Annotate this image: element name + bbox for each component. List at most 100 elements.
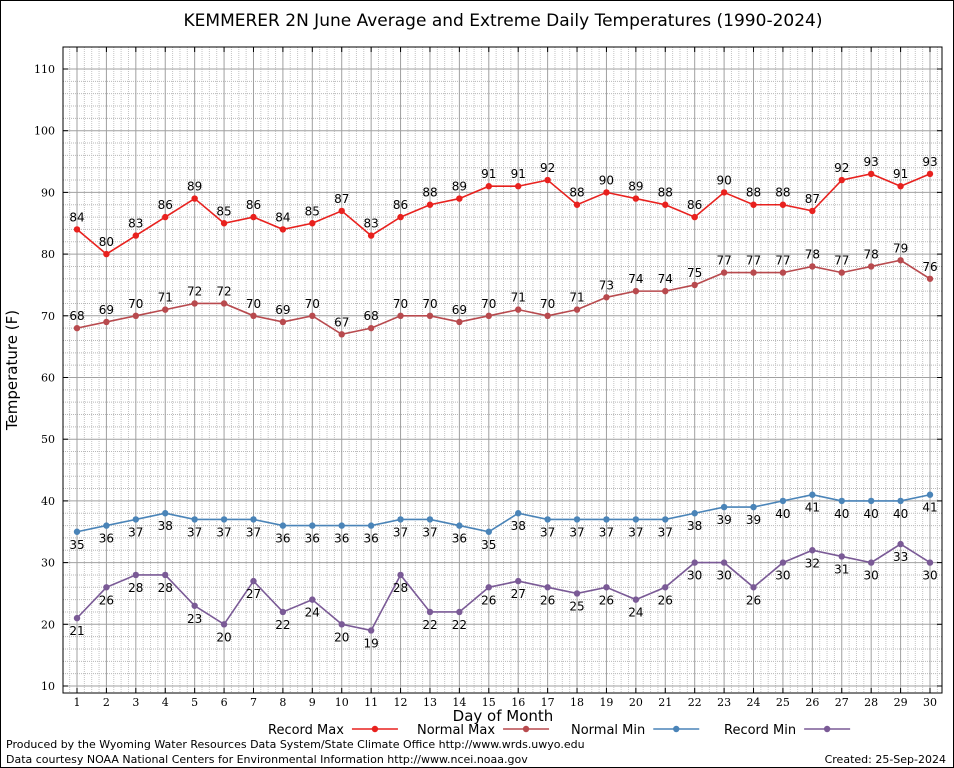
record-min-point — [132, 571, 140, 579]
normal-max-data-label: 67 — [334, 315, 349, 329]
record-min-data-label: 23 — [187, 612, 202, 626]
record-min-data-label: 26 — [599, 593, 614, 607]
legend-label-normal-max: Normal Max — [417, 723, 495, 738]
record-min-data-label: 30 — [716, 569, 731, 583]
normal-max-data-label: 69 — [452, 303, 467, 317]
y-axis-label: Temperature (F) — [3, 310, 21, 431]
record-min-point — [426, 608, 434, 616]
record-min-point — [662, 584, 669, 591]
normal-min-point — [603, 516, 610, 523]
normal-min-point — [691, 510, 698, 517]
record-min-line — [76, 543, 931, 632]
normal-max-data-label: 68 — [363, 309, 378, 323]
normal-min-data-label: 37 — [658, 525, 673, 539]
normal-min-point — [191, 516, 198, 523]
normal-max-point — [397, 312, 404, 319]
record-max-data-label: 87 — [805, 192, 820, 206]
record-max-point — [309, 220, 316, 227]
x-tick-label: 23 — [717, 696, 731, 709]
y-tick-label: 20 — [41, 618, 55, 631]
normal-max-point — [132, 312, 140, 319]
normal-max-data-label: 70 — [246, 297, 261, 311]
normal-min-data-label: 36 — [334, 532, 349, 546]
normal-min-point — [132, 516, 140, 523]
legend-label-record-max: Record Max — [268, 723, 344, 738]
record-min-data-label: 26 — [481, 593, 496, 607]
x-tick-label: 22 — [688, 696, 702, 709]
y-tick-label: 60 — [41, 372, 55, 385]
x-tick-label: 9 — [309, 696, 316, 709]
chart-title: KEMMERER 2N June Average and Extreme Dai… — [184, 11, 823, 31]
record-max-point — [397, 213, 404, 221]
record-max-point — [809, 207, 816, 215]
record-min-data-label: 32 — [805, 556, 820, 570]
normal-max-point — [250, 312, 257, 319]
record-min-data-label: 26 — [540, 593, 555, 607]
normal-min-data-label: 37 — [628, 525, 643, 539]
normal-max-point — [162, 306, 169, 313]
normal-max-point — [691, 281, 698, 289]
record-max-point — [132, 232, 140, 239]
record-min-data-label: 30 — [922, 569, 937, 583]
normal-min-data-label: 37 — [540, 525, 555, 539]
normal-max-point — [603, 294, 610, 301]
legend-marker-normal-max — [522, 725, 530, 733]
y-tick-label: 90 — [41, 186, 55, 199]
record-max-point — [73, 226, 81, 233]
normal-max-data-label: 71 — [158, 291, 173, 305]
normal-max-data-label: 70 — [481, 297, 496, 311]
normal-min-data-label: 40 — [834, 507, 849, 521]
x-tick-label: 17 — [541, 696, 555, 709]
normal-max-point — [338, 331, 345, 338]
normal-max-data-label: 75 — [687, 266, 702, 280]
x-tick-label: 14 — [452, 696, 466, 709]
normal-min-data-label: 36 — [275, 532, 290, 546]
normal-min-point — [573, 516, 581, 523]
record-max-point — [515, 183, 522, 190]
normal-max-point — [279, 318, 287, 326]
normal-min-data-label: 40 — [893, 507, 908, 521]
record-max-point — [750, 201, 757, 208]
normal-min-point — [720, 503, 728, 511]
record-max-data-label: 86 — [687, 198, 702, 212]
record-max-point — [897, 183, 904, 190]
normal-min-point — [162, 510, 169, 517]
normal-max-point — [809, 263, 816, 270]
x-tick-label: 12 — [394, 696, 408, 709]
normal-max-data-label: 77 — [716, 254, 731, 268]
record-min-data-label: 22 — [422, 618, 437, 632]
normal-max-data-label: 69 — [99, 303, 114, 317]
record-max-data-label: 85 — [216, 204, 231, 218]
x-tick-label: 7 — [250, 696, 257, 709]
record-max-data-label: 93 — [922, 155, 937, 169]
record-min-point — [544, 584, 551, 591]
x-tick-label: 18 — [570, 696, 584, 709]
normal-min-data-label: 35 — [69, 538, 84, 552]
normal-max-data-label: 71 — [569, 291, 584, 305]
record-min-data-label: 28 — [393, 581, 408, 595]
record-min-data-label: 30 — [687, 569, 702, 583]
x-tick-label: 8 — [279, 696, 286, 709]
grid — [63, 47, 942, 693]
footer-produced-by: Produced by the Wyoming Water Resources … — [6, 738, 585, 751]
record-max-point — [485, 183, 492, 190]
record-max-data-label: 88 — [422, 186, 437, 200]
x-tick-label: 11 — [364, 696, 378, 709]
record-max-point — [573, 201, 581, 208]
record-min-point — [279, 608, 287, 616]
x-tick-label: 4 — [162, 696, 169, 709]
normal-max-data-label: 78 — [805, 247, 820, 261]
record-min-data-label: 21 — [69, 624, 84, 638]
normal-max-data-label: 74 — [628, 272, 643, 286]
normal-min-point — [485, 528, 492, 535]
record-max-data-label: 93 — [864, 155, 879, 169]
normal-max-point — [779, 269, 787, 276]
record-max-point — [720, 189, 728, 196]
record-max-data-label: 80 — [99, 235, 114, 249]
record-min-point — [103, 584, 110, 591]
y-tick-label: 110 — [34, 63, 55, 76]
record-max-data-label: 89 — [187, 180, 202, 194]
record-min-point — [809, 547, 816, 554]
record-max-point — [103, 250, 110, 258]
